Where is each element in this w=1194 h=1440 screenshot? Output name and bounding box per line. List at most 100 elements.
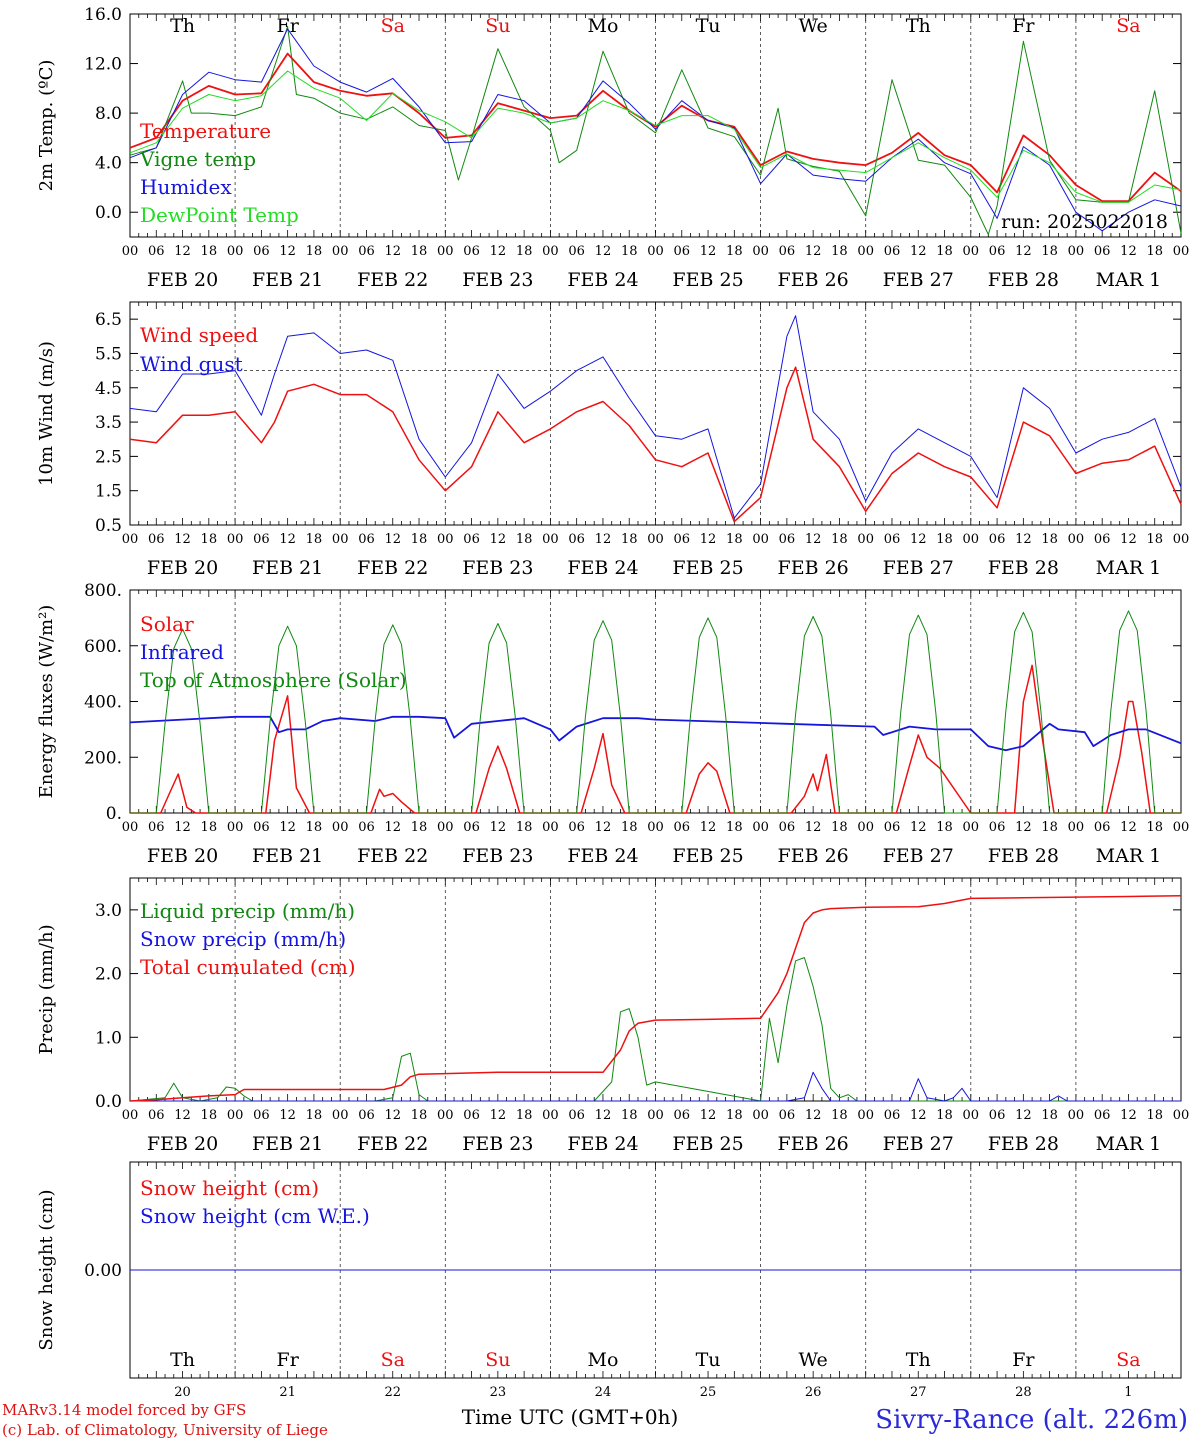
weekday-label: Fr [1012, 15, 1035, 37]
hour-label: 06 [568, 820, 585, 835]
day-number: 21 [279, 1385, 296, 1400]
date-label: FEB 21 [252, 845, 323, 867]
day-number: 1 [1124, 1385, 1132, 1400]
hour-label: 06 [779, 532, 796, 547]
hour-label: 18 [936, 532, 953, 547]
hour-label: 00 [332, 532, 349, 547]
weekday-label: Sa [1116, 1349, 1140, 1371]
legend-entry: Total cumulated (cm) [140, 955, 356, 979]
hour-label: 18 [411, 532, 428, 547]
date-label: FEB 20 [147, 269, 218, 291]
date-label: FEB 21 [252, 557, 323, 579]
hour-label: 06 [463, 532, 480, 547]
hour-label: 00 [332, 244, 349, 259]
hour-label: 12 [174, 1108, 191, 1123]
date-label: MAR 1 [1096, 269, 1162, 291]
panel-3: 0. 200. 400. 600. 800. Energy fluxes (W/m²) So… [36, 581, 1189, 867]
date-label: FEB 26 [778, 845, 849, 867]
hour-label: 18 [621, 820, 638, 835]
legend-entry: Snow height (cm W.E.) [140, 1204, 370, 1228]
weekday-label: Th [170, 15, 195, 37]
hour-label: 12 [1015, 820, 1032, 835]
hour-label: 12 [910, 244, 927, 259]
hour-label: 06 [148, 820, 165, 835]
hour-label: 06 [358, 244, 375, 259]
date-label: FEB 21 [252, 269, 323, 291]
legend-entry: Snow precip (mm/h) [140, 927, 346, 951]
date-label: FEB 25 [672, 1133, 743, 1155]
panel-1: 0.0 4.0 8.0 12.0 16.0 2m Temp. (ºC) Temperatur… [36, 5, 1189, 291]
run-annotation: run: 2025022018 [1001, 211, 1168, 233]
date-label: MAR 1 [1096, 845, 1162, 867]
hour-label: 18 [621, 1108, 638, 1123]
legend-entry: Wind gust [140, 352, 243, 376]
station-name: Sivry-Rance (alt. 226m) [875, 1405, 1188, 1435]
y-tick-label: 0.00 [84, 1261, 122, 1281]
date-label: FEB 24 [567, 845, 638, 867]
date-label: FEB 27 [883, 557, 954, 579]
hour-label: 06 [568, 244, 585, 259]
hour-label: 00 [857, 532, 874, 547]
y-axis-label: Snow height (cm) [36, 1189, 57, 1350]
weekday-label: Sa [381, 15, 405, 37]
legend-entry: Infrared [140, 640, 224, 664]
date-label: FEB 22 [357, 845, 428, 867]
panel-4: 0.0 1.0 2.0 3.0 Precip (mm/h) Liquid precip (… [36, 877, 1189, 1155]
panel-5: 0.00 Snow height (cm) Snow height (cm) Snow… [36, 1161, 1182, 1400]
hour-label: 12 [1120, 244, 1137, 259]
hour-label: 12 [384, 244, 401, 259]
hour-label: 12 [279, 820, 296, 835]
hour-label: 18 [1041, 532, 1058, 547]
series-line-2 [129, 715, 1182, 752]
hour-label: 18 [306, 532, 323, 547]
hour-label: 06 [779, 244, 796, 259]
date-label: FEB 27 [883, 845, 954, 867]
hour-label: 00 [1068, 820, 1085, 835]
lab-credit: (c) Lab. of Climatology, University of L… [2, 1421, 328, 1439]
hour-label: 00 [437, 532, 454, 547]
date-label: FEB 20 [147, 845, 218, 867]
day-number: 25 [700, 1385, 717, 1400]
hour-label: 12 [595, 820, 612, 835]
y-tick-label: 800. [84, 581, 122, 601]
hour-label: 12 [1015, 244, 1032, 259]
hour-label: 06 [884, 532, 901, 547]
date-label: FEB 23 [462, 557, 533, 579]
series-line-2 [129, 315, 1182, 519]
hour-label: 18 [831, 1108, 848, 1123]
y-tick-label: 3.0 [95, 901, 122, 921]
hour-label: 18 [1041, 244, 1058, 259]
weekday-label: Th [906, 15, 931, 37]
y-axis-label: 10m Wind (m/s) [36, 341, 57, 486]
hour-label: 00 [1068, 244, 1085, 259]
hour-label: 12 [1120, 1108, 1137, 1123]
y-axis-label: Precip (mm/h) [36, 924, 57, 1054]
date-label: FEB 23 [462, 1133, 533, 1155]
hour-label: 06 [148, 532, 165, 547]
legend-entry: DewPoint Temp [140, 203, 299, 227]
hour-label: 18 [516, 1108, 533, 1123]
panel-frame [129, 301, 1182, 526]
legend-entry: Vigne temp [139, 147, 256, 171]
hour-label: 06 [1094, 532, 1111, 547]
hour-label: 06 [253, 820, 270, 835]
y-tick-label: 4.5 [95, 379, 122, 399]
hour-label: 18 [516, 820, 533, 835]
hour-label: 12 [174, 244, 191, 259]
weekday-label: Su [485, 1349, 510, 1371]
hour-label: 12 [384, 820, 401, 835]
date-label: FEB 23 [462, 845, 533, 867]
hour-label: 12 [700, 244, 717, 259]
date-label: FEB 25 [672, 845, 743, 867]
hour-label: 06 [1094, 820, 1111, 835]
hour-label: 00 [963, 820, 980, 835]
hour-label: 06 [989, 820, 1006, 835]
hour-label: 18 [1041, 820, 1058, 835]
y-tick-label: 2.0 [95, 965, 122, 985]
hour-label: 00 [332, 1108, 349, 1123]
y-tick-label: 3.5 [95, 413, 122, 433]
hour-label: 12 [910, 820, 927, 835]
date-label: FEB 25 [672, 557, 743, 579]
hour-label: 18 [936, 1108, 953, 1123]
